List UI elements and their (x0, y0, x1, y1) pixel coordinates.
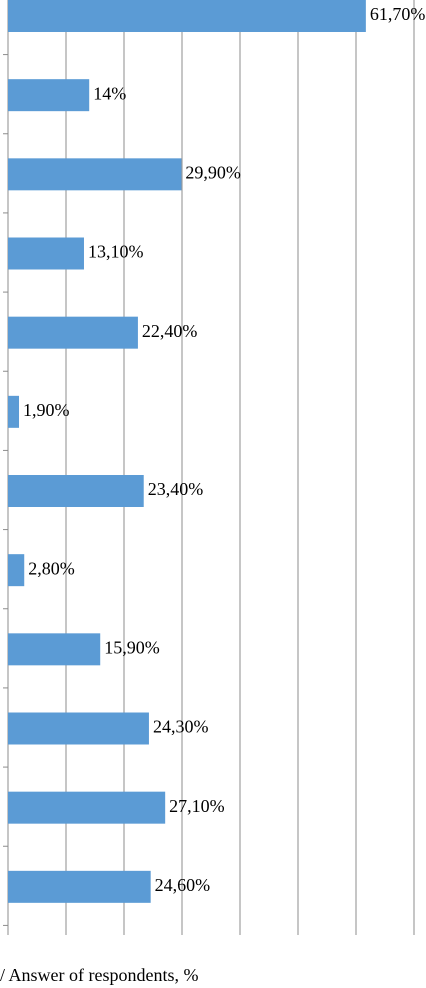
value-label: 61,70% (370, 4, 426, 24)
bar (8, 870, 151, 903)
bar (8, 395, 20, 428)
value-label: 24,30% (153, 717, 209, 737)
value-label: 1,90% (23, 400, 70, 420)
value-label: 24,60% (155, 875, 211, 895)
value-label: 15,90% (104, 637, 160, 657)
value-label: 27,10% (169, 796, 225, 816)
value-label: 2,80% (28, 558, 75, 578)
value-label: 13,10% (88, 242, 144, 262)
value-label: 23,40% (148, 479, 204, 499)
value-label: 22,40% (142, 321, 198, 341)
bar (8, 0, 366, 32)
bar (8, 554, 25, 587)
value-label: 29,90% (185, 162, 241, 182)
x-axis-label: / Answer of respondents, % (0, 965, 198, 985)
bar (8, 79, 90, 112)
bar (8, 316, 138, 349)
value-label: 14% (93, 83, 126, 103)
bar (8, 475, 144, 507)
bar (8, 158, 182, 191)
bar (8, 791, 166, 824)
bar (8, 633, 101, 666)
bar (8, 237, 84, 270)
bar (8, 712, 149, 745)
